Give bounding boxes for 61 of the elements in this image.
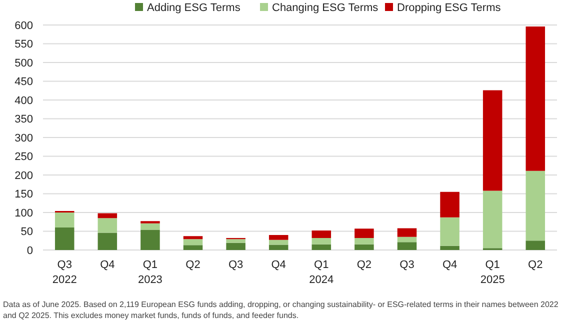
y-tick-label: 600 bbox=[14, 20, 33, 32]
bar bbox=[526, 170, 546, 241]
y-tick-label: 500 bbox=[14, 57, 33, 70]
y-tick-label: 100 bbox=[14, 207, 33, 220]
bar bbox=[226, 239, 246, 243]
bar bbox=[98, 218, 118, 233]
x-tick-label: Q1 2025 bbox=[480, 259, 505, 286]
bar bbox=[140, 230, 160, 250]
bar bbox=[268, 240, 288, 245]
bar bbox=[140, 223, 160, 230]
x-tick-label: Q1 2023 bbox=[138, 259, 162, 286]
legend-label: Adding ESG Terms bbox=[147, 2, 241, 14]
bar bbox=[354, 244, 374, 250]
bar bbox=[397, 236, 417, 242]
bar bbox=[526, 26, 546, 171]
y-tick-label: 50 bbox=[20, 226, 33, 238]
bar bbox=[183, 239, 203, 246]
x-tick-label: Q2 bbox=[186, 259, 200, 271]
y-tick-label: 250 bbox=[14, 151, 33, 164]
x-tick-label: Q4 bbox=[100, 259, 115, 271]
text: Data as of June 2025. Based on 2,119 European ESG funds adding, dropping, or changing sustainability- or ESG-related terms in their names between 2022 and Q2 2025. This excludes money market funds, funds of funds, and feeder funds. bbox=[3, 300, 559, 320]
bar bbox=[397, 242, 417, 250]
x-tick-label: Q3 bbox=[400, 259, 414, 271]
bar bbox=[54, 212, 74, 228]
x-tick-label: Q4 bbox=[271, 259, 286, 271]
bar bbox=[312, 230, 332, 238]
y-tick-label: 300 bbox=[14, 132, 33, 144]
bar bbox=[354, 228, 374, 238]
y-tick-label: 550 bbox=[14, 38, 33, 51]
bar bbox=[312, 244, 332, 250]
x-tick-label: Q3 bbox=[228, 259, 244, 271]
bar bbox=[482, 90, 502, 191]
bar bbox=[183, 236, 203, 240]
x-tick-label: Q4 bbox=[442, 259, 458, 271]
bar bbox=[440, 217, 460, 246]
y-tick-label: 350 bbox=[14, 114, 33, 126]
bar bbox=[226, 242, 246, 250]
bar bbox=[312, 238, 332, 244]
bar bbox=[482, 190, 502, 248]
bar bbox=[526, 240, 546, 250]
bar bbox=[354, 238, 374, 244]
bar bbox=[183, 245, 203, 250]
bar bbox=[54, 228, 74, 250]
y-tick-label: 200 bbox=[14, 170, 33, 182]
x-tick-label: Q3 2022 bbox=[52, 259, 77, 286]
bar bbox=[268, 244, 288, 250]
x-tick-label: Q2 bbox=[528, 259, 543, 271]
x-tick-label: Q2 bbox=[356, 259, 372, 271]
y-tick-label: 400 bbox=[14, 94, 33, 107]
bar bbox=[268, 235, 288, 240]
bar bbox=[440, 246, 460, 250]
y-tick-label: 450 bbox=[14, 76, 33, 88]
bar bbox=[440, 192, 460, 218]
y-tick-label: 150 bbox=[14, 188, 33, 201]
bar bbox=[397, 228, 417, 237]
bar bbox=[98, 213, 118, 218]
x-tick-label: Q1 2024 bbox=[309, 259, 334, 286]
y-tick-label: 0 bbox=[26, 244, 33, 257]
legend-label: Dropping ESG Terms bbox=[397, 2, 502, 14]
legend-label: Changing ESG Terms bbox=[272, 2, 379, 14]
bar bbox=[98, 232, 118, 250]
